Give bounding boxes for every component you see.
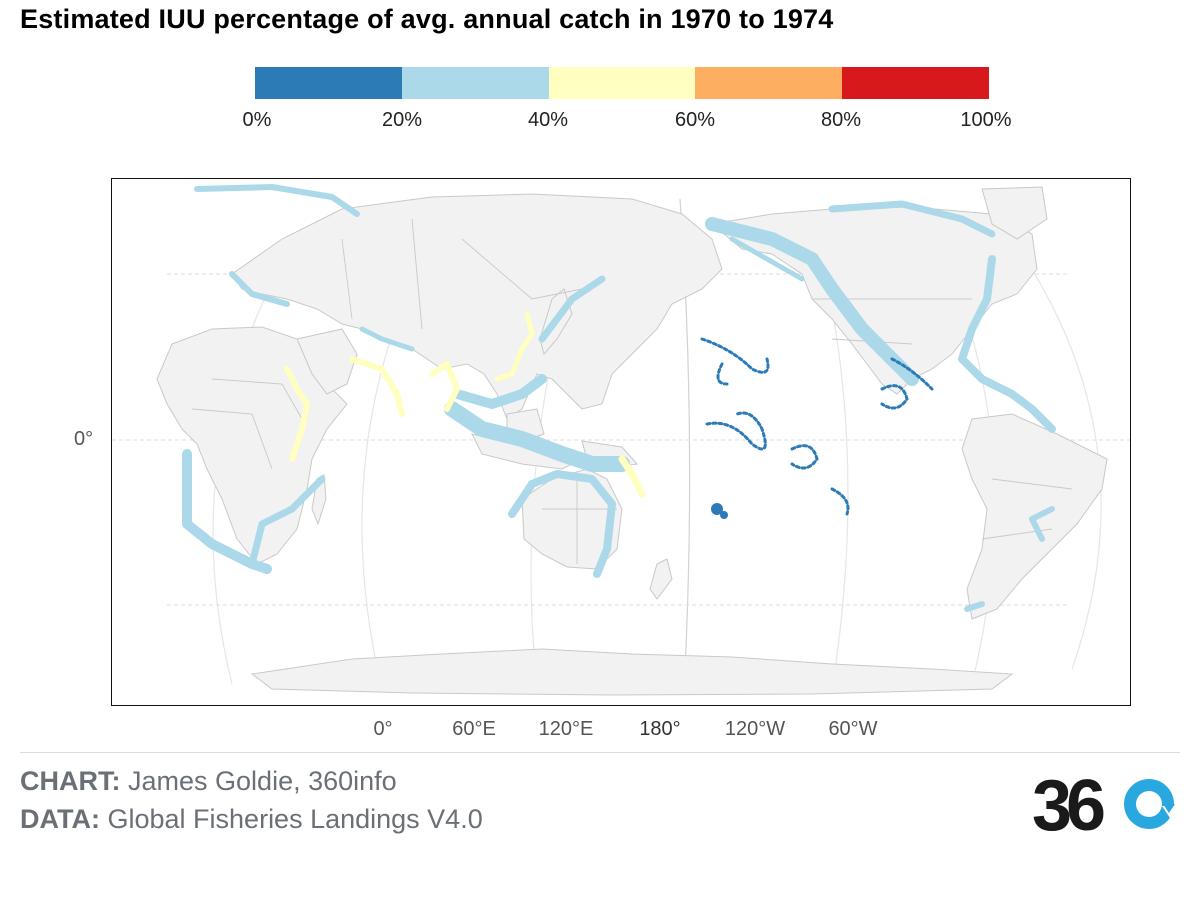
brand-logo: 36 [1032,766,1182,846]
y-tick-equator: 0° [74,428,94,450]
data-credit-value: Global Fisheries Landings V4.0 [107,804,483,834]
legend-tick: 60% [674,109,716,131]
legend-bin-20-40 [401,67,549,99]
eez-yellow [284,311,646,498]
data-credit: DATA: Global Fisheries Landings V4.0 [20,804,483,835]
new-zealand-landmass [649,558,673,600]
chart-credit-label: CHART: [20,766,121,796]
chart-title: Estimated IUU percentage of avg. annual … [20,4,834,34]
eurasia-landmass [231,193,723,420]
legend-tick: 80% [820,109,862,131]
legend-bin-80-100 [842,67,989,99]
x-tick: 120°W [724,718,786,740]
legend-tick: 100% [960,109,1012,131]
eez-light-blue [182,184,1056,612]
refresh-arrow-icon [1124,779,1178,829]
footer-divider [20,752,1180,753]
legend-bin-40-60 [548,67,696,99]
greenland-landmass [981,186,1048,240]
map-canvas [112,184,1130,696]
chart-credit-value: James Goldie, 360info [128,766,397,796]
legend-tick: 40% [527,109,569,131]
land-masses [156,186,1108,696]
eez-dark-blue [700,337,934,516]
chart-credit: CHART: James Goldie, 360info [20,766,397,797]
borders [191,218,1073,564]
antarctica-landmass [250,648,1014,696]
australia-landmass [521,468,623,570]
legend-tick: 20% [381,109,423,131]
x-tick: 60°W [828,718,878,740]
arabia-landmass [296,328,358,395]
color-legend-bar [255,67,989,99]
legend-tick: 0% [242,109,272,131]
legend-bin-60-80 [695,67,843,99]
x-tick: 180° [639,718,681,740]
legend-bin-0-20 [255,67,402,99]
eez-dark-blue-patch [711,503,728,519]
logo-text: 36 [1032,768,1104,838]
x-tick: 0° [373,718,393,740]
x-tick: 60°E [452,718,496,740]
world-map [111,178,1131,706]
x-tick: 120°E [538,718,594,740]
data-credit-label: DATA: [20,804,100,834]
